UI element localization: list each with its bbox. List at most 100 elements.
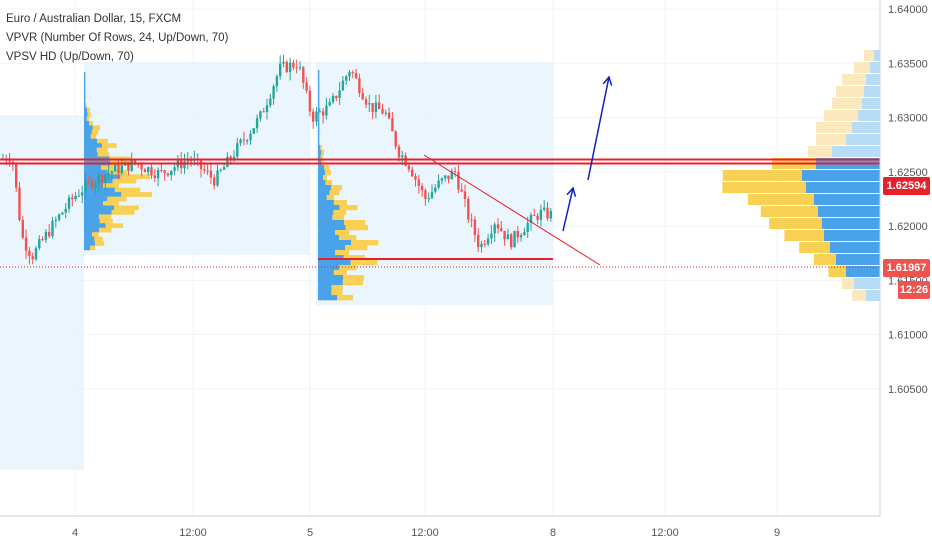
candle-body <box>328 102 331 106</box>
volume-bar-down <box>319 120 320 126</box>
candle-body <box>269 98 272 106</box>
candle-body <box>345 76 348 81</box>
volume-bar-down <box>339 205 358 211</box>
volume-bar-up <box>84 143 102 148</box>
volume-bar-down <box>107 169 127 175</box>
candle-body <box>424 190 427 199</box>
volume-bar-down <box>97 138 109 144</box>
candle-body <box>420 185 424 191</box>
volume-bar-down <box>331 285 343 291</box>
candle-body <box>21 219 24 238</box>
volume-bar-up <box>84 134 91 140</box>
volume-bar-down <box>784 230 824 241</box>
volume-bar-down <box>816 134 846 145</box>
volume-bar-up <box>318 225 346 231</box>
volume-bar-up <box>318 150 322 156</box>
candle-body <box>275 76 279 87</box>
vpvr-indicator-label[interactable]: VPVR (Number Of Rows, 24, Up/Down, 70) <box>6 32 229 44</box>
volume-bar-up <box>854 278 880 289</box>
volume-bar-up <box>846 134 880 145</box>
candle-body <box>262 111 265 113</box>
time-tick-label: 4 <box>72 527 78 539</box>
candle-body <box>38 239 41 249</box>
volume-bar-up <box>318 110 320 116</box>
candle-body <box>526 222 529 232</box>
volume-bar-up <box>318 145 321 151</box>
candle-body <box>338 90 341 99</box>
symbol-title[interactable]: Euro / Australian Dollar, 15, FXCM <box>6 13 182 25</box>
candle-body <box>120 165 123 174</box>
candle-body <box>18 187 21 220</box>
volume-bar-down <box>320 155 323 161</box>
candle-body <box>44 231 48 240</box>
candle-body <box>150 167 153 176</box>
candle-body <box>371 103 374 112</box>
volume-bar-up <box>84 152 98 157</box>
candle-body <box>183 161 186 169</box>
volume-bar-up <box>84 80 86 86</box>
volume-bar-down <box>319 95 320 101</box>
volume-bar-up <box>84 107 88 113</box>
volume-bar-down <box>342 280 364 286</box>
volume-bar-up <box>318 165 325 171</box>
volume-bar-down <box>89 120 94 126</box>
axes: 1.640001.635001.630001.625001.620001.615… <box>0 0 928 539</box>
candle-body <box>133 159 137 164</box>
candle-body <box>282 61 285 64</box>
volume-bar-up <box>84 205 115 211</box>
drawing-tools[interactable] <box>0 75 880 268</box>
volume-bar-up <box>318 295 338 301</box>
candle-body <box>348 72 351 77</box>
volume-bar-up <box>84 125 93 131</box>
vpsv-indicator-label[interactable]: VPSV HD (Up/Down, 70) <box>6 51 134 63</box>
volume-bar-up <box>84 201 104 206</box>
candle-body <box>34 248 38 260</box>
volume-bar-up <box>84 85 86 91</box>
candle-body <box>114 164 117 172</box>
volume-bar-up <box>318 195 327 201</box>
candle-body <box>71 197 74 200</box>
volume-bar-down <box>814 254 836 265</box>
volume-bar-up <box>318 190 330 196</box>
candle-body <box>117 164 120 174</box>
candle-body <box>404 155 407 166</box>
volume-bar-down <box>842 278 854 289</box>
candle-body <box>315 111 318 122</box>
candle-body <box>97 174 100 184</box>
candle-body <box>351 72 354 74</box>
candle-body <box>460 189 463 192</box>
candle-body <box>473 219 477 235</box>
projection-arrow <box>562 187 574 232</box>
volume-bar-up <box>318 240 352 246</box>
volume-bar-down <box>319 140 320 146</box>
candle-body <box>84 180 87 193</box>
volume-bar-up <box>866 290 880 301</box>
volume-bar-down <box>799 242 830 253</box>
volume-bar-down <box>337 295 353 301</box>
candle-body <box>536 215 539 220</box>
candle-body <box>444 175 447 179</box>
volume-bar-down <box>91 129 99 135</box>
candle-body <box>463 191 467 200</box>
volume-bar-down <box>332 215 345 221</box>
volume-bar-down <box>319 70 320 76</box>
volume-bar-up <box>84 192 122 197</box>
volume-bar-up <box>84 103 86 108</box>
volume-bar-down <box>722 170 802 181</box>
volume-bar-down <box>335 250 349 256</box>
session-profile-area <box>0 115 84 470</box>
volume-bar-up <box>84 72 86 77</box>
volume-bar-down <box>97 152 110 157</box>
trendline <box>423 154 601 266</box>
price-tick-label: 1.62500 <box>888 167 928 179</box>
volume-bar-up <box>84 120 90 126</box>
volume-bar-down <box>94 236 103 242</box>
candle-body <box>222 167 226 170</box>
volume-bar-down <box>854 62 870 73</box>
volume-bar-down <box>120 174 151 180</box>
volume-bar-down <box>105 223 124 229</box>
candle-body <box>374 102 378 112</box>
candle-body <box>252 128 255 134</box>
volume-profile-backgrounds <box>0 62 553 470</box>
